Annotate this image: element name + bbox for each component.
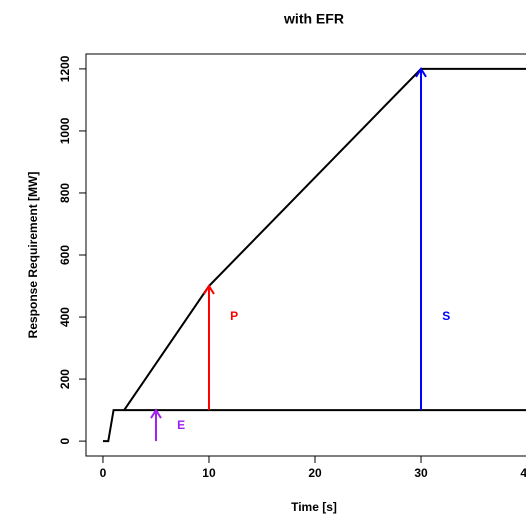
x-tick-label: 0 [100, 466, 107, 480]
chart-title: with EFR [283, 11, 344, 27]
y-tick-label: 0 [58, 437, 72, 444]
arrow-label: E [177, 418, 185, 432]
arrow-label: S [442, 309, 450, 323]
arrow [203, 284, 215, 411]
y-tick-label: 400 [58, 307, 72, 327]
x-axis-title: Time [s] [291, 500, 337, 514]
x-tick-label: 30 [414, 466, 428, 480]
plot-frame [85, 53, 526, 457]
arrow [415, 67, 427, 411]
x-tick-label: 20 [308, 466, 322, 480]
line-series [102, 409, 526, 443]
y-tick-label: 800 [58, 183, 72, 203]
x-tick-label: 40 [520, 466, 526, 480]
y-tick-label: 200 [58, 369, 72, 389]
arrow [150, 408, 162, 442]
x-tick-label: 10 [202, 466, 216, 480]
arrow-label: P [230, 309, 238, 323]
y-tick-label: 1200 [58, 55, 72, 82]
y-tick-label: 600 [58, 245, 72, 265]
line-series [123, 67, 526, 411]
y-axis-title: Response Requirement [MW] [26, 172, 40, 339]
y-tick-label: 1000 [58, 117, 72, 144]
